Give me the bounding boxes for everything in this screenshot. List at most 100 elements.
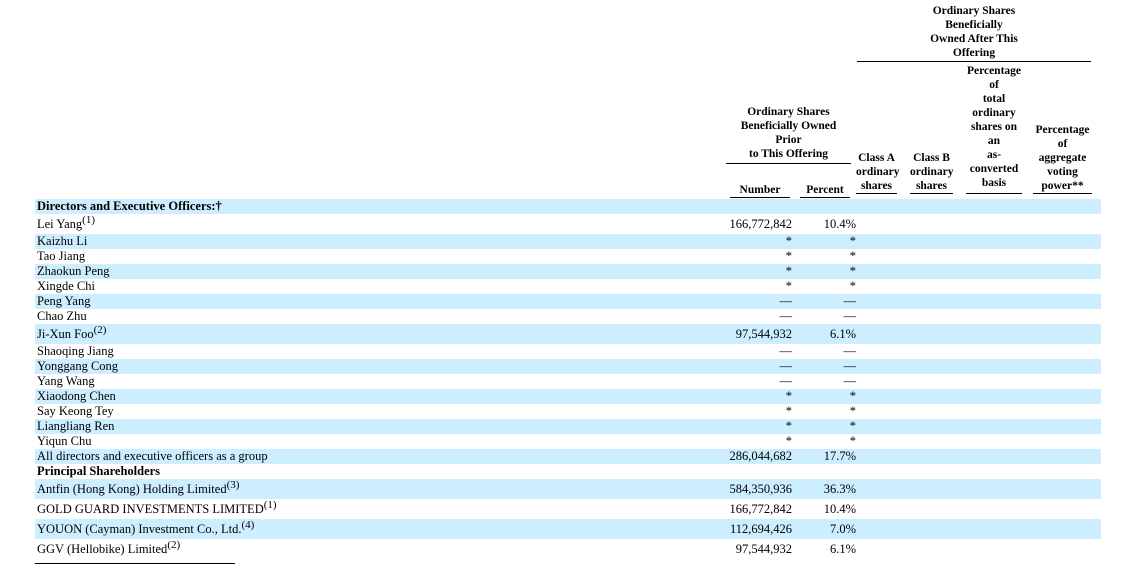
table-row: Antfin (Hong Kong) Holding Limited(3) 58… <box>35 479 1101 499</box>
shares-percent-cell: * <box>849 419 856 433</box>
shares-percent-cell <box>792 464 856 479</box>
shareholder-name-cell: Principal Shareholders <box>35 464 667 479</box>
shares-percent-cell: * <box>849 249 856 263</box>
shareholder-name-cell: Chao Zhu <box>35 309 667 324</box>
empty-after-offering-cells <box>856 214 1101 234</box>
shareholder-name-cell: Kaizhu Li <box>35 234 667 249</box>
shareholder-name: Lei Yang <box>37 217 83 231</box>
table-row: Zhaokun Peng * * <box>35 264 1101 279</box>
shares-number-cell: — <box>779 294 793 308</box>
shareholder-name: Principal Shareholders <box>37 464 161 478</box>
pct-as-converted-column-header: Percentage of total ordinary shares on a… <box>966 64 1022 194</box>
empty-after-offering-cells <box>856 449 1101 464</box>
shares-number-cell: 112,694,426 <box>729 522 792 536</box>
shares-percent-cell: * <box>849 234 856 248</box>
footnote-reference: (4) <box>241 519 255 531</box>
shares-number-cell: — <box>779 374 793 388</box>
shareholder-name: Directors and Executive Officers:† <box>37 199 222 213</box>
shares-number-cell: * <box>785 279 792 293</box>
empty-after-offering-cells <box>856 374 1101 389</box>
shareholder-name: Chao Zhu <box>37 309 87 323</box>
shareholder-name-cell: Yang Wang <box>35 374 667 389</box>
shareholder-name-cell: Antfin (Hong Kong) Holding Limited(3) <box>35 479 667 499</box>
empty-after-offering-cells <box>856 389 1101 404</box>
shares-number-cell: * <box>785 234 792 248</box>
percent-column-header: Percent <box>800 183 850 198</box>
shareholder-name-cell: Tao Jiang <box>35 249 667 264</box>
table-row: GOLD GUARD INVESTMENTS LIMITED(1) 166,77… <box>35 499 1101 519</box>
empty-after-offering-cells <box>856 309 1101 324</box>
shares-number-cell: 166,772,842 <box>729 502 793 516</box>
shareholder-name-cell: Zhaokun Peng <box>35 264 667 279</box>
shareholder-name-cell: GGV (Hellobike) Limited(2) <box>35 539 667 559</box>
empty-after-offering-cells <box>856 539 1101 559</box>
shareholder-name-cell: Yiqun Chu <box>35 434 667 449</box>
table-row: Directors and Executive Officers:† <box>35 199 1101 214</box>
shareholder-name: Zhaokun Peng <box>37 264 110 278</box>
prior-offering-group-header: Ordinary Shares Beneficially Owned Prior… <box>726 105 851 164</box>
shares-percent-cell: — <box>843 294 857 308</box>
shares-number-cell: * <box>785 404 792 418</box>
table-row: Chao Zhu — — <box>35 309 1101 324</box>
empty-after-offering-cells <box>856 464 1101 479</box>
shareholder-name: Ji-Xun Foo <box>37 327 94 341</box>
shareholder-name: Yonggang Cong <box>37 359 119 373</box>
shareholder-name-cell: Shaoqing Jiang <box>35 344 667 359</box>
shareholder-name: Xiaodong Chen <box>37 389 116 403</box>
shares-percent-cell: — <box>843 309 857 323</box>
shareholder-name: YOUON (Cayman) Investment Co., Ltd. <box>37 522 242 536</box>
table-row: Yonggang Cong — — <box>35 359 1101 374</box>
footnote-reference: (1) <box>82 214 95 226</box>
footnote-reference: (1) <box>263 499 277 511</box>
table-row: Yang Wang — — <box>35 374 1101 389</box>
shares-number-cell: 286,044,682 <box>729 449 793 463</box>
empty-after-offering-cells <box>856 264 1101 279</box>
table-row: GGV (Hellobike) Limited(2) 97,544,932 6.… <box>35 539 1101 559</box>
shareholder-name: Antfin (Hong Kong) Holding Limited <box>37 482 227 496</box>
shareholder-name: Shaoqing Jiang <box>37 344 114 358</box>
shareholder-name: Peng Yang <box>37 294 91 308</box>
empty-after-offering-cells <box>856 434 1101 449</box>
shareholder-name: Tao Jiang <box>37 249 86 263</box>
shareholder-name: Kaizhu Li <box>37 234 88 248</box>
empty-after-offering-cells <box>856 419 1101 434</box>
shareholder-name: Yang Wang <box>37 374 95 388</box>
shares-number-cell <box>667 199 792 214</box>
shares-number-cell: — <box>779 359 793 373</box>
shares-percent-cell: 7.0% <box>829 522 856 536</box>
table-row: YOUON (Cayman) Investment Co., Ltd.(4) 1… <box>35 519 1101 539</box>
footnote-reference: (2) <box>93 324 107 336</box>
footnote-reference: (3) <box>226 479 240 491</box>
shareholder-name-cell: Xingde Chi <box>35 279 667 294</box>
table-row: Lei Yang(1) 166,772,842 10.4% <box>35 214 1101 234</box>
shares-percent-cell: * <box>849 434 856 448</box>
table-row: Liangliang Ren * * <box>35 419 1101 434</box>
shares-number-cell: * <box>785 389 792 403</box>
footnote-divider-rule <box>35 563 235 564</box>
shares-percent-cell: * <box>849 264 856 278</box>
table-row: Tao Jiang * * <box>35 249 1101 264</box>
shares-percent-cell: — <box>843 374 857 388</box>
shares-number-cell: * <box>785 264 792 278</box>
shares-number-cell: * <box>785 419 792 433</box>
shareholder-name: GGV (Hellobike) Limited <box>37 542 168 556</box>
empty-after-offering-cells <box>856 294 1101 309</box>
empty-after-offering-cells <box>856 279 1101 294</box>
empty-after-offering-cells <box>856 479 1101 499</box>
empty-after-offering-cells <box>856 519 1101 539</box>
table-row: Say Keong Tey * * <box>35 404 1101 419</box>
shareholder-name-cell: Peng Yang <box>35 294 667 309</box>
table-row: Kaizhu Li * * <box>35 234 1101 249</box>
shares-percent-cell: 6.1% <box>829 327 856 341</box>
table-row: Ji-Xun Foo(2) 97,544,932 6.1% <box>35 324 1101 344</box>
empty-after-offering-cells <box>856 324 1101 344</box>
shareholder-name-cell: Liangliang Ren <box>35 419 667 434</box>
shares-percent-cell: * <box>849 389 856 403</box>
empty-after-offering-cells <box>856 234 1101 249</box>
after-offering-group-header: Ordinary Shares Beneficially Owned After… <box>857 4 1091 62</box>
table-row: Principal Shareholders <box>35 464 1101 479</box>
shares-number-cell: 166,772,842 <box>729 217 793 231</box>
shareholder-name: All directors and executive officers as … <box>37 449 268 463</box>
shares-percent-cell: — <box>843 344 857 358</box>
